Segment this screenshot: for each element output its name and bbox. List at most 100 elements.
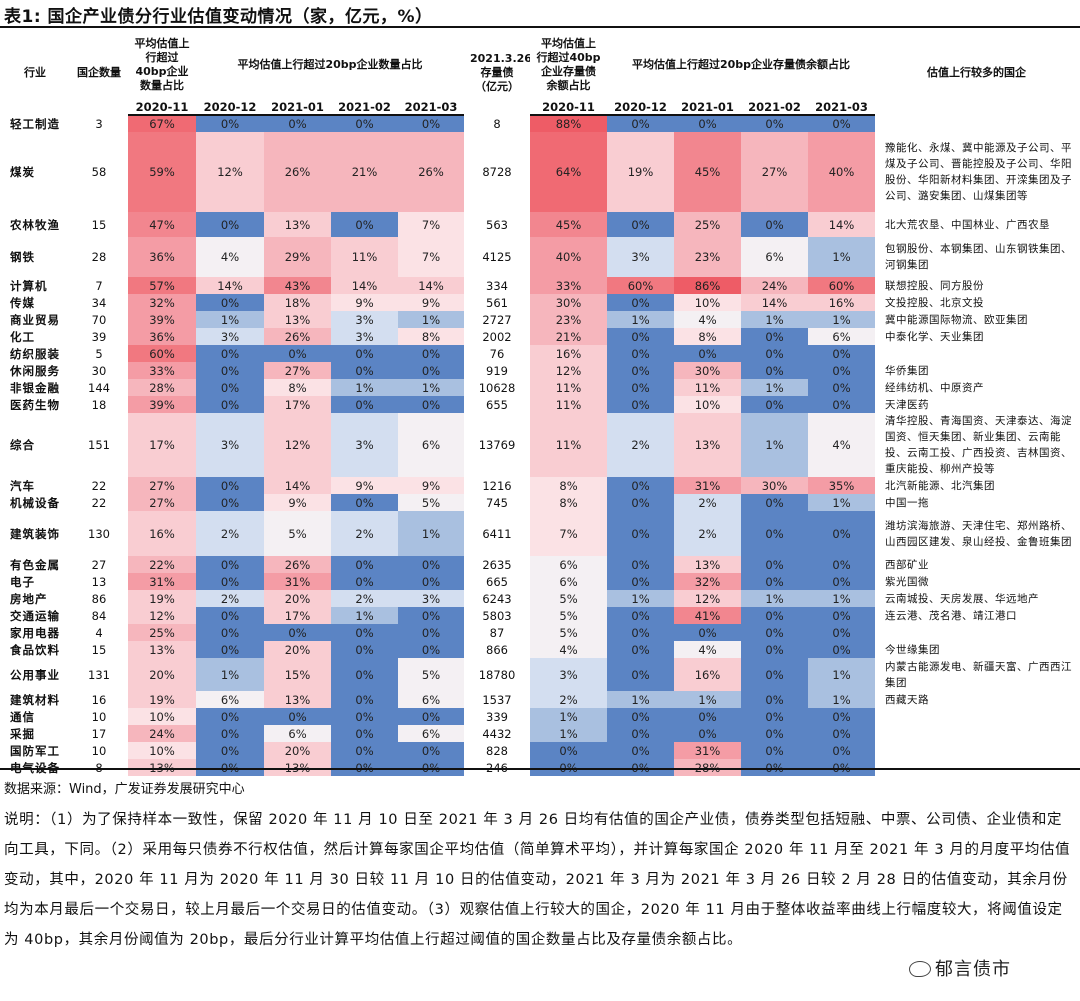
stock-share-cell: 6% <box>530 556 607 573</box>
stock-share-cell: 0% <box>607 328 674 345</box>
month-header: 2020-11 <box>128 100 196 116</box>
count-share-cell: 13% <box>264 759 331 776</box>
table-row: 轻工制造 3 67% 0% 0% 0% 0% 8 88% 0% 0% 0% 0% <box>0 115 1078 132</box>
count-share-cell: 11% <box>331 237 398 277</box>
count-share-cell: 0% <box>196 573 264 590</box>
notable-companies-cell: 包钢股份、本钢集团、山东钢铁集团、河钢集团 <box>885 243 1072 271</box>
stock-share-cell: 19% <box>607 132 674 212</box>
count-share-cell: 12% <box>196 132 264 212</box>
industry-cell: 通信 <box>10 709 35 724</box>
stock-share-cell: 0% <box>808 742 875 759</box>
count-share-cell: 5% <box>398 494 464 511</box>
industry-cell: 非银金融 <box>10 380 60 395</box>
count-cell: 13 <box>91 574 107 589</box>
count-share-cell: 13% <box>128 759 196 776</box>
stock-share-cell: 0% <box>741 115 808 132</box>
stock-share-cell: 0% <box>607 494 674 511</box>
count-cell: 28 <box>91 250 107 264</box>
table-row: 采掘 17 24% 0% 6% 0% 6% 4432 1% 0% 0% 0% 0% <box>0 725 1078 742</box>
stock-share-cell: 0% <box>607 115 674 132</box>
industry-cell: 钢铁 <box>10 250 35 264</box>
stock-share-cell: 0% <box>607 556 674 573</box>
count-cell: 15 <box>91 642 107 657</box>
count-share-cell: 12% <box>128 607 196 624</box>
stock-share-cell: 24% <box>741 277 808 294</box>
stock-share-cell: 6% <box>530 573 607 590</box>
stock-share-cell: 0% <box>607 573 674 590</box>
stock-share-cell: 4% <box>808 413 875 477</box>
stock-share-cell: 0% <box>741 742 808 759</box>
notable-companies-cell <box>875 115 1078 132</box>
stock-share-cell: 41% <box>674 607 741 624</box>
count-share-cell: 27% <box>128 477 196 494</box>
count-share-cell: 17% <box>264 396 331 413</box>
count-share-cell: 36% <box>128 237 196 277</box>
stock-share-cell: 0% <box>607 708 674 725</box>
notable-companies-cell: 清华控股、青海国资、天津泰达、海淀国资、恒天集团、新业集团、云南能投、云南工投、… <box>885 415 1072 475</box>
count-share-cell: 0% <box>398 345 464 362</box>
count-cell: 8 <box>70 759 128 776</box>
stock-share-cell: 0% <box>808 115 875 132</box>
count-share-cell: 0% <box>196 759 264 776</box>
stock-share-cell: 0% <box>607 477 674 494</box>
stock-cell: 1216 <box>482 478 512 493</box>
stock-cell: 76 <box>489 346 505 361</box>
stock-cell: 828 <box>486 743 508 758</box>
table-row: 电气设备813%0%13%0%0%2460%0%28%0%0% <box>0 759 1078 776</box>
explanation-text: 说明：（1）为了保持样本一致性，保留 2020 年 11 月 10 日至 202… <box>4 812 1071 948</box>
stock-share-cell: 0% <box>607 742 674 759</box>
notable-companies-cell <box>875 624 1078 641</box>
stock-share-cell: 0% <box>530 742 607 759</box>
count-share-cell: 20% <box>128 658 196 691</box>
count-share-cell: 14% <box>264 477 331 494</box>
stock-cell: 2727 <box>482 312 512 327</box>
wechat-icon <box>909 961 931 977</box>
stock-share-cell: 0% <box>607 511 674 556</box>
count-share-cell: 0% <box>264 708 331 725</box>
table-row: 交通运输 84 12% 0% 17% 1% 0% 5803 5% 0% 41% 0% 0% 连云港、茂名港… <box>0 607 1078 624</box>
count-share-cell: 0% <box>196 725 264 742</box>
stock-share-cell: 1% <box>530 708 607 725</box>
table-row: 综合 151 17% 3% 12% 3% 6% 13769 11% 2% 13% 1% 4% 清华控股、青… <box>0 413 1078 477</box>
industry-cell: 综合 <box>10 438 35 452</box>
stock-share-cell: 0% <box>741 607 808 624</box>
stock-share-cell: 16% <box>674 658 741 691</box>
stock-share-cell: 0% <box>741 658 808 691</box>
count-cell: 130 <box>88 526 110 541</box>
count-share-cell: 0% <box>196 624 264 641</box>
count-share-cell: 0% <box>398 396 464 413</box>
count-share-cell: 22% <box>128 556 196 573</box>
stock-share-cell: 1% <box>530 725 607 742</box>
notable-companies-cell: 联想控股、同方股份 <box>885 279 984 292</box>
count-cell: 30 <box>91 363 107 378</box>
notable-companies-cell: 北大荒农垦、中国林业、广西农垦 <box>885 218 1050 231</box>
count-share-cell: 13% <box>264 212 331 237</box>
count-share-cell: 2% <box>331 590 398 607</box>
count-share-cell: 0% <box>398 362 464 379</box>
stock-share-cell: 0% <box>808 345 875 362</box>
notable-companies-cell: 中国一拖 <box>885 496 929 509</box>
stock-cell: 18780 <box>478 667 516 682</box>
stock-share-cell: 31% <box>674 477 741 494</box>
count-cell: 27 <box>91 557 107 572</box>
count-cell: 70 <box>91 312 107 327</box>
header-notable: 估值上行较多的国企 <box>927 65 1026 79</box>
count-share-cell: 0% <box>331 742 398 759</box>
stock-cell: 563 <box>486 217 508 232</box>
stock-cell: 2635 <box>482 557 512 572</box>
industry-cell: 国防军工 <box>10 743 60 758</box>
stock-share-cell: 30% <box>674 362 741 379</box>
count-share-cell: 0% <box>196 115 264 132</box>
industry-cell: 采掘 <box>10 726 35 741</box>
table-row: 家用电器 4 25% 0% 0% 0% 0% 87 5% 0% 0% 0% 0% <box>0 624 1078 641</box>
count-share-cell: 1% <box>398 379 464 396</box>
header-industry: 行业 <box>24 65 46 79</box>
count-share-cell: 0% <box>398 607 464 624</box>
count-share-cell: 39% <box>128 396 196 413</box>
count-share-cell: 57% <box>128 277 196 294</box>
stock-share-cell: 0% <box>530 759 607 776</box>
notable-companies-cell: 连云港、茂名港、靖江港口 <box>885 609 1017 622</box>
count-share-cell: 3% <box>398 590 464 607</box>
industry-cell: 商业贸易 <box>10 312 60 327</box>
stock-share-cell: 23% <box>674 237 741 277</box>
